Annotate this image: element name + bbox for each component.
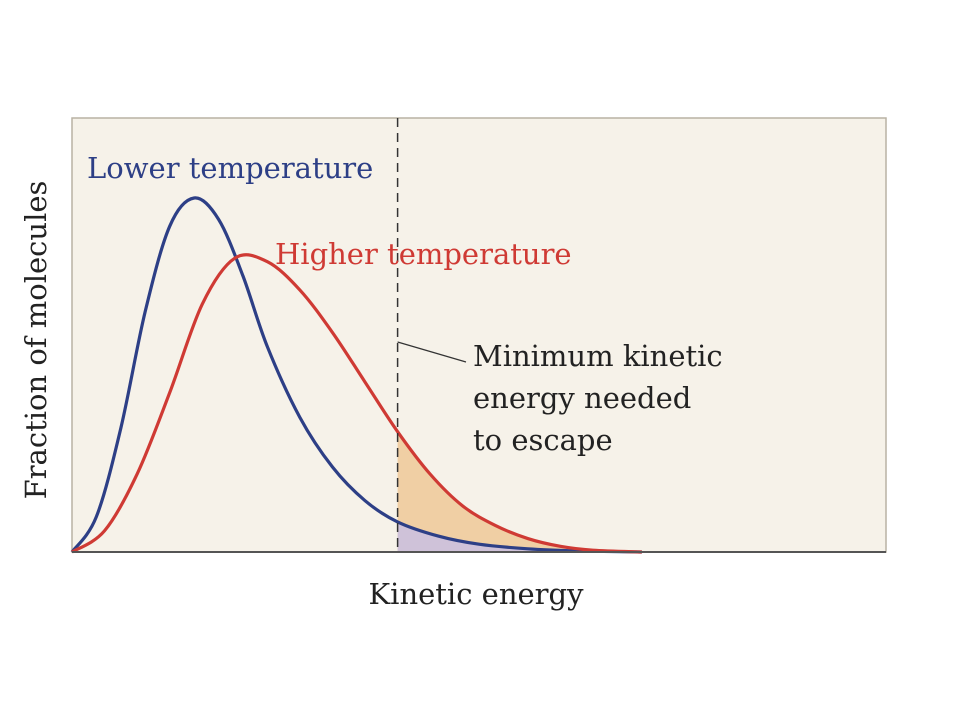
series-line-lower-temperature [70, 196, 642, 554]
escape-fill-lower [397, 521, 642, 552]
series-line-higher-temperature [71, 253, 642, 554]
plot-area [71, 117, 887, 553]
threshold-label-line-2: energy needed [473, 381, 691, 415]
threshold-label-line-3: to escape [473, 423, 613, 457]
series-lines [70, 196, 642, 554]
y-axis-label: Fraction of molecules [19, 181, 53, 500]
series-label-higher: Higher temperature [275, 237, 572, 271]
annotation-leader [397, 341, 467, 363]
series-label-lower: Lower temperature [87, 151, 373, 185]
x-axis-label: Kinetic energy [369, 577, 585, 611]
escape-region [397, 431, 642, 552]
escape-fill-higher [397, 431, 642, 552]
threshold-label-line-1: Minimum kinetic [473, 339, 723, 373]
